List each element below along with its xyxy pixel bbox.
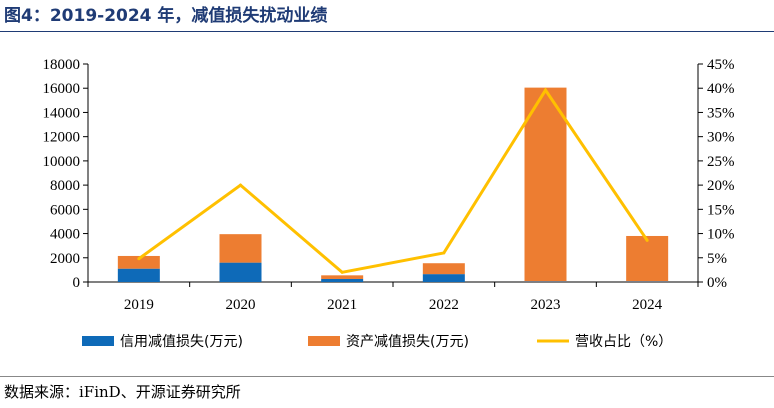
bar-credit-impairment: [219, 262, 262, 282]
y-left-tick-label: 0: [73, 275, 81, 291]
y-right-tick-label: 30%: [707, 130, 735, 146]
y-right-tick-label: 20%: [707, 178, 735, 194]
bar-credit-impairment: [321, 278, 364, 282]
bar-credit-impairment: [422, 274, 465, 282]
y-right-tick-label: 10%: [707, 227, 735, 243]
x-tick-labels: 2019 2020 2021 2022 2023 2024: [124, 297, 663, 313]
bar-credit-impairment: [117, 268, 160, 282]
y-right-tick-label: 40%: [707, 81, 735, 97]
line-point: [340, 270, 344, 274]
x-tick-label: 2023: [531, 297, 561, 313]
y-left-tick-label: 16000: [43, 81, 81, 97]
chart-axes: 0 2000 4000 6000 8000 10000 12000 14000 16000 180…: [43, 57, 735, 291]
legend-asset-swatch: [308, 336, 340, 346]
legend-asset-label: 资产减值损失(万元): [346, 334, 469, 350]
y-left-tick-label: 2000: [50, 251, 80, 267]
y-left-tick-label: 18000: [43, 57, 81, 73]
legend-ratio-label: 营收占比（%）: [575, 334, 672, 350]
source-note: 数据来源：iFinD、开源证券研究所: [4, 383, 241, 401]
x-tick-label: 2022: [429, 297, 459, 313]
legend-credit-label: 信用减值损失(万元): [120, 334, 243, 350]
bar-credit-impairment: [626, 281, 669, 282]
figure-title: 图4：2019-2024 年，减值损失扰动业绩: [4, 6, 328, 26]
y-right-tick-label: 5%: [707, 251, 727, 267]
line-point: [544, 88, 547, 92]
source-divider: [0, 376, 774, 377]
line-point: [442, 251, 446, 255]
bar-asset-impairment: [626, 235, 669, 282]
chart-line: [137, 87, 649, 274]
chart-area: 0 2000 4000 6000 8000 10000 12000 14000 16000 180…: [43, 57, 735, 350]
y-left-tick-label: 14000: [43, 105, 81, 121]
line-point: [239, 183, 242, 187]
bar-asset-impairment: [524, 87, 567, 282]
y-left-tick-label: 4000: [50, 227, 80, 243]
y-right-tick-label: 25%: [707, 154, 735, 170]
line-point: [137, 257, 141, 261]
bar-credit-impairment: [524, 281, 567, 282]
line-revenue-ratio: [137, 87, 649, 274]
x-tick-label: 2024: [632, 297, 663, 313]
bar-asset-impairment: [422, 263, 465, 275]
y-right-tick-label: 0%: [707, 275, 727, 291]
legend-credit-swatch: [82, 336, 114, 346]
line-point: [645, 238, 649, 242]
x-tick-label: 2021: [327, 297, 357, 313]
chart-legend: 信用减值损失(万元) 资产减值损失(万元) 营收占比（%）: [82, 334, 672, 350]
y-left-tick-label: 10000: [43, 154, 81, 170]
chart-bars: [117, 87, 669, 282]
bar-asset-impairment: [219, 234, 262, 263]
y-right-tick-label: 35%: [707, 105, 735, 121]
y-right-tick-label: 45%: [707, 57, 735, 73]
y-left-tick-label: 8000: [50, 178, 80, 194]
bar-asset-impairment: [117, 255, 160, 269]
x-tick-label: 2019: [124, 297, 154, 313]
y-left-tick-label: 6000: [50, 202, 80, 218]
x-tick-label: 2020: [226, 297, 256, 313]
bar-asset-impairment: [321, 275, 364, 279]
title-divider: [0, 31, 774, 32]
y-left-tick-label: 12000: [43, 130, 81, 146]
y-right-tick-label: 15%: [707, 202, 735, 218]
